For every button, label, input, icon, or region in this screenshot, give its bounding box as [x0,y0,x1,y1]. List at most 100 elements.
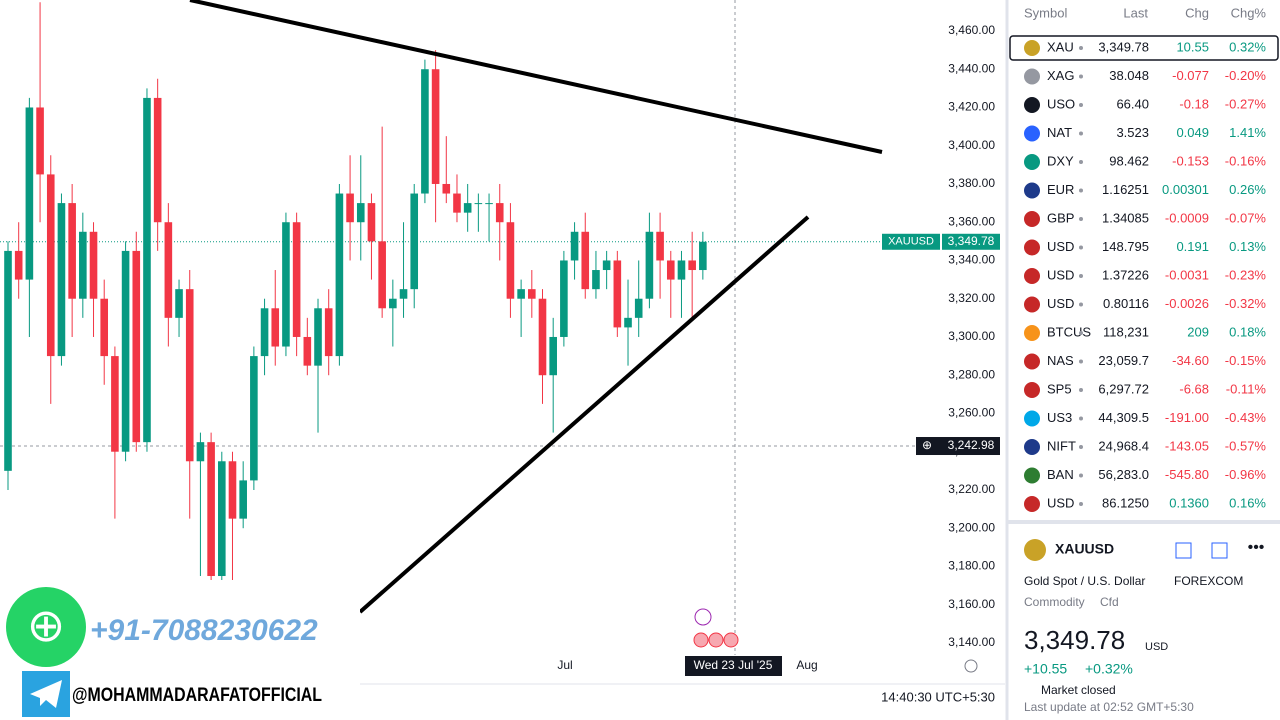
clock: 14:40:30 UTC+5:30 [881,689,995,704]
candle-body [602,260,611,271]
candle-body [677,260,686,280]
change-pct: 0.13% [1229,239,1266,254]
symbol: NAS [1047,353,1074,368]
change-pct: -0.96% [1225,467,1267,482]
y-tick-label: 3,280.00 [948,367,995,381]
symbol-icon [1024,467,1040,484]
detail-kind: Cfd [1100,595,1119,609]
change: -0.0031 [1165,267,1209,282]
candle-body [207,442,215,577]
candle-body [14,250,23,280]
symbol-icon [1024,268,1040,284]
candle-body [538,298,547,376]
candle-body [399,289,408,299]
symbol: SP5 [1047,381,1072,396]
grid-button[interactable] [1175,542,1192,559]
symbol: BAN [1047,467,1074,482]
candle-body [271,308,280,347]
last: 66.40 [1116,96,1149,111]
change: 10.55 [1176,39,1209,54]
edit-button[interactable] [1211,542,1228,559]
symbol-icon [1024,154,1040,170]
candle-body [175,289,183,318]
detail-change: +10.55 [1024,661,1067,677]
status-dot [1079,74,1083,79]
trend-line [358,215,810,614]
event-flag[interactable] [708,632,724,648]
detail-name: Gold Spot / U.S. Dollar [1024,574,1145,588]
selected-row[interactable] [1009,35,1279,61]
candle-body [453,193,461,213]
candle-body [656,231,664,261]
candle-body [335,193,344,357]
price-tag-symbol: XAUUSD [888,236,934,248]
last: 3.523 [1116,125,1149,140]
change: -6.68 [1179,381,1209,396]
symbol-icon [1024,296,1040,313]
event-flag[interactable] [723,632,739,648]
symbol: USO [1047,96,1075,111]
change-pct: -0.27% [1225,96,1267,111]
change: 0.191 [1176,239,1209,254]
y-tick-label: 3,420.00 [948,100,995,114]
symbol-icon [1024,410,1040,427]
symbol-icon [1024,239,1040,256]
symbol: DXY [1047,153,1074,168]
trend-line [189,0,883,154]
status-dot [1079,245,1083,250]
candle-body [592,270,600,290]
y-tick-label: 3,140.00 [948,635,995,649]
symbol-icon [1024,182,1040,199]
candle-body [79,231,87,299]
last: 98.462 [1109,153,1149,168]
change-pct: 0.26% [1229,182,1266,197]
candle-body [485,203,493,205]
candle-body [506,222,515,299]
symbol-icon [1024,382,1040,398]
candle-body [346,193,354,223]
candle-body [57,203,66,357]
settings-icon[interactable] [964,659,978,673]
y-tick-label: 3,360.00 [948,214,995,228]
whatsapp-plus: ⊕ [27,599,66,651]
watermark-handle: @MOHAMMADARAFATOFFICIAL [72,685,322,706]
candle-body [517,289,525,299]
candle-body [185,289,194,462]
candle-body [100,298,109,357]
detail-updated: Last update at 02:52 GMT+5:30 [1024,700,1194,714]
event-flag[interactable] [693,632,709,648]
symbol-icon [1024,439,1040,455]
detail-exchange: FOREXCOM [1174,574,1243,588]
last: 0.80116 [1103,296,1149,311]
candle-body [410,193,419,290]
candle-body [324,308,333,357]
status-dot [1079,416,1083,421]
watchlist-header: Last [1123,5,1148,20]
more-button[interactable]: ••• [1248,539,1265,556]
change-pct: -0.20% [1225,68,1267,83]
candle-body [239,480,247,519]
telegram-plane [30,680,62,708]
detail-symbol: XAUUSD [1055,541,1114,557]
last: 118,231 [1103,324,1149,339]
candle-body [624,317,632,328]
event-icon[interactable] [694,608,712,626]
candle-body [282,222,290,347]
change-pct: -0.11% [1226,381,1267,396]
candle-body [613,260,622,328]
crosshair-plus: ⊕ [922,438,932,452]
symbol: XAU [1047,39,1074,54]
status-dot [1079,103,1083,107]
change-pct: -0.07% [1225,210,1267,225]
detail-price: 3,349.78 [1024,625,1125,655]
status-dot [1079,331,1083,335]
symbol: XAG [1047,68,1074,83]
detail-category: Commodity [1024,595,1085,609]
candle-body [292,222,301,337]
candle-body [431,69,440,184]
candle-body [570,231,579,261]
watchlist-header: Chg% [1231,5,1267,20]
candle-body [196,442,205,462]
candle-body [314,308,322,366]
